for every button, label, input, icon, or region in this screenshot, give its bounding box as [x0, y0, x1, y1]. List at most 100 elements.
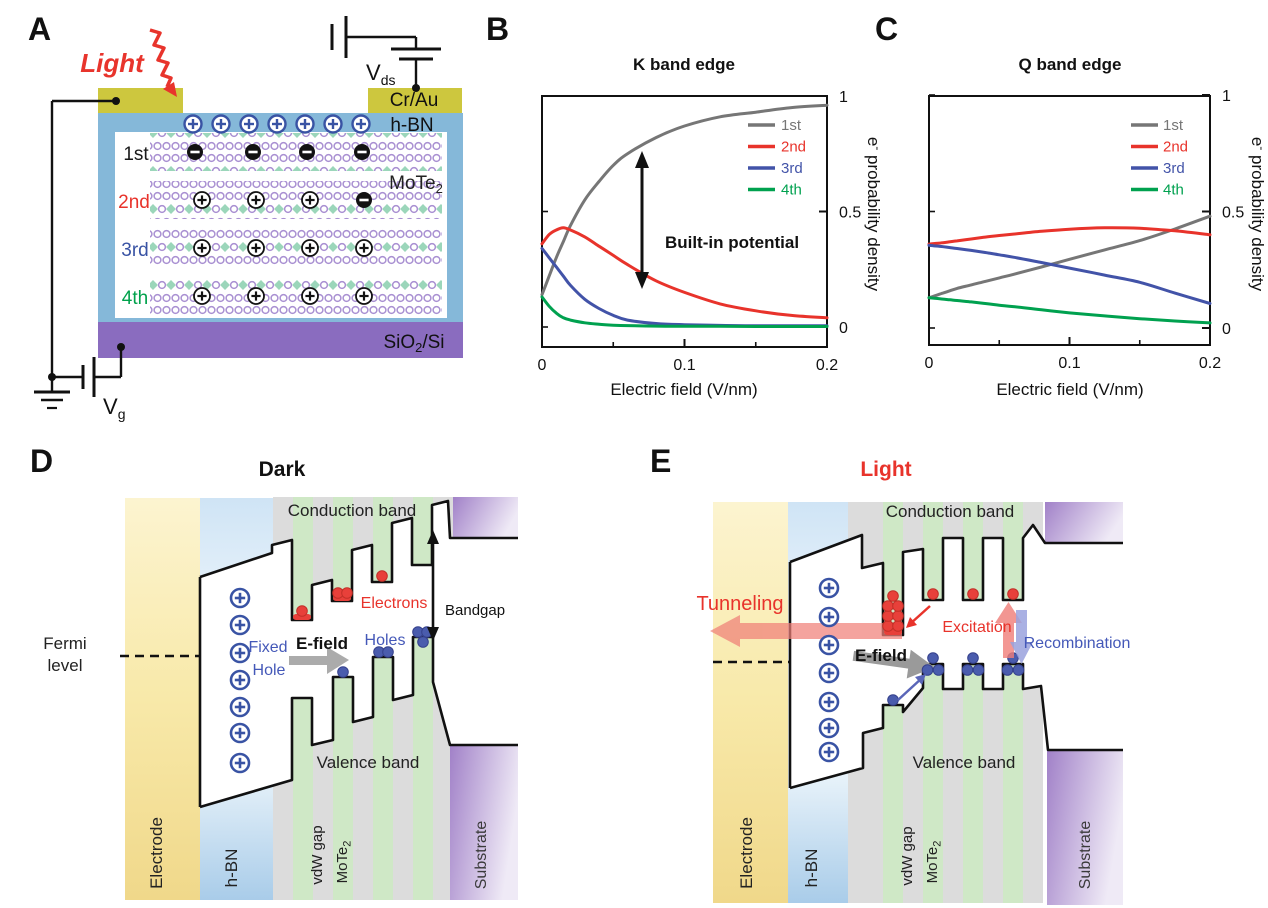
mote2-label: MoTe2 — [389, 173, 443, 196]
x-axis-label: Electric field (V/nm) — [996, 380, 1143, 399]
substrate-label: Substrate — [1077, 821, 1094, 890]
electrode-column — [713, 502, 788, 903]
built-in-potential-annotation: Built-in potential — [635, 151, 799, 289]
recombination-arrow-icon — [1010, 610, 1033, 664]
condition-title-dark: Dark — [259, 458, 306, 481]
substrate-label: Substrate — [473, 821, 490, 890]
mote2-label: MoTe2 — [334, 841, 354, 884]
fermi-level-label-1: Fermi — [43, 634, 86, 653]
electron-dots — [882, 588, 1019, 635]
legend-label-2nd: 2nd — [1163, 139, 1188, 156]
panel-letter-d: D — [30, 443, 53, 479]
circuit-nodes — [48, 84, 420, 381]
recombination-label: Recombination — [1024, 635, 1131, 652]
efield-arrow-icon — [852, 649, 935, 679]
efield-label: E-field — [296, 634, 348, 653]
legend-label-2nd: 2nd — [781, 139, 806, 156]
y-axis-label: e- probability density — [1248, 137, 1268, 292]
excitation-arrow-icon — [995, 602, 1022, 658]
vds-label: Vds — [366, 60, 395, 88]
tunneling-label: Tunneling — [696, 593, 783, 615]
series-line-1st — [927, 214, 1212, 300]
panel-d-band-diagram-dark: D Dark Conduction band Valence band Elec… — [30, 443, 518, 900]
sio2si-label: SiO2/Si — [383, 332, 444, 355]
vdw-gap-label: vdW gap — [899, 826, 916, 885]
substrate-block-top — [1045, 502, 1123, 543]
legend-label-4th: 4th — [1163, 182, 1184, 199]
electrode-label: Electrode — [737, 817, 756, 889]
panel-e-band-diagram-light: E Light Conduction band Valence band Tun… — [650, 443, 1131, 905]
x-tick-label: 0.2 — [816, 357, 838, 374]
series-line-3rd — [927, 243, 1212, 305]
series-line-4th — [927, 296, 1212, 325]
y-tick-label: 0.5 — [839, 205, 861, 222]
substrate-block-bottom — [450, 745, 518, 900]
series-line-4th — [540, 295, 829, 329]
x-tick-label: 0.1 — [673, 357, 695, 374]
x-tick-label: 0.2 — [1199, 355, 1221, 372]
legend-label-4th: 4th — [781, 182, 802, 199]
excitation-label: Excitation — [942, 619, 1011, 636]
legend-label-3rd: 3rd — [1163, 160, 1185, 177]
layer-label-2nd: 2nd — [118, 192, 150, 213]
light-arrow-icon — [149, 28, 177, 97]
panel-letter-a: A — [28, 11, 51, 47]
holes-label: Holes — [365, 632, 406, 649]
fixed-hole-label-2: Hole — [253, 662, 286, 679]
hbn-label: h-BN — [222, 849, 241, 888]
series-line-1st — [540, 103, 829, 297]
y-tick-label: 0 — [839, 320, 848, 337]
valence-band-label: Valence band — [913, 753, 1016, 772]
substrate-block-top — [453, 497, 518, 538]
electrode-column — [125, 498, 200, 900]
layer-label-1st: 1st — [123, 144, 149, 165]
bandgap-arrow-icon — [427, 530, 439, 641]
tunneling-arrow-icon — [710, 615, 902, 647]
chart-k-band-edge: B K band edge 0 0.1 0.2 0 0.5 1 1st 2nd 3rd 4th B… — [486, 11, 880, 399]
condition-title-light: Light — [860, 458, 911, 481]
light-label: Light — [80, 48, 145, 78]
bandgap-region — [200, 501, 518, 807]
electrode-right — [368, 88, 462, 113]
panel-a-device-schematic: A Light Vds Cr/Au h-BN MoTe2 SiO2/Si 1st… — [28, 11, 463, 422]
legend-label-1st: 1st — [781, 117, 802, 134]
legend-label-3rd: 3rd — [781, 160, 803, 177]
bandgap-region — [790, 525, 1123, 788]
panel-letter-b: B — [486, 11, 509, 47]
electrons-label: Electrons — [361, 595, 428, 612]
x-tick-label: 0 — [538, 357, 547, 374]
vdw-gap-label: vdW gap — [309, 825, 326, 884]
series-line-2nd — [927, 226, 1212, 246]
electron-dots — [293, 570, 388, 620]
chart-title: K band edge — [633, 55, 735, 74]
layer-label-3rd: 3rd — [121, 240, 148, 261]
hbn-label: h-BN — [802, 849, 821, 888]
substrate-block-bottom — [1047, 750, 1123, 905]
hole-transfer-arrow-icon — [897, 674, 926, 701]
valence-band-edge — [789, 662, 1123, 790]
y-tick-label: 0 — [1222, 321, 1231, 338]
hbn-label: h-BN — [390, 115, 433, 136]
series-line-2nd — [540, 226, 829, 320]
panel-letter-c: C — [875, 11, 898, 47]
efield-arrow-icon — [289, 647, 349, 674]
conduction-band-edge — [789, 523, 1123, 637]
crau-label: Cr/Au — [390, 90, 439, 111]
legend-label-1st: 1st — [1163, 117, 1184, 134]
efield-label: E-field — [855, 646, 907, 665]
mote2-label: MoTe2 — [924, 841, 944, 884]
x-tick-label: 0.1 — [1058, 355, 1080, 372]
electron-transfer-arrow-icon — [906, 605, 931, 628]
y-tick-label: 1 — [1222, 88, 1231, 105]
y-tick-label: 0.5 — [1222, 205, 1244, 222]
electrode-label: Electrode — [147, 817, 166, 889]
x-axis-label: Electric field (V/nm) — [610, 380, 757, 399]
y-axis-label: e- probability density — [864, 137, 880, 292]
conduction-band-label: Conduction band — [886, 502, 1015, 521]
y-tick-label: 1 — [839, 89, 848, 106]
bandgap-label: Bandgap — [445, 602, 505, 619]
substrate-sio2 — [98, 322, 463, 358]
conduction-band-label: Conduction band — [288, 501, 417, 520]
